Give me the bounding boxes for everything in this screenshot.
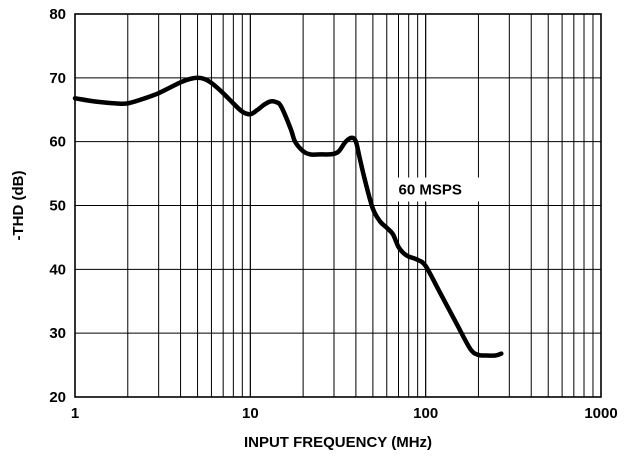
x-tick-label: 1	[71, 405, 79, 422]
x-tick-label: 10	[242, 405, 259, 422]
annotation-backdrop	[394, 177, 489, 202]
series-line-0	[72, 75, 504, 358]
y-tick-label: 30	[49, 325, 66, 342]
data-marks	[72, 75, 504, 358]
grid	[75, 14, 601, 397]
y-tick-label: 80	[49, 6, 66, 23]
series-annotation: 60 MSPS	[399, 182, 462, 199]
x-tick-label: 1000	[584, 405, 617, 422]
x-tick-label: 100	[413, 405, 438, 422]
y-tick-label: 60	[49, 134, 66, 151]
x-axis-title: INPUT FREQUENCY (MHz)	[244, 434, 432, 451]
y-tick-labels: 20 30 40 50 60 70 80	[49, 6, 66, 406]
y-tick-label: 40	[49, 261, 66, 278]
annotations: 60 MSPS	[394, 177, 489, 202]
plot-border	[74, 13, 602, 398]
x-tick-labels: 1 10 100 1000	[71, 405, 618, 422]
y-tick-label: 20	[49, 389, 66, 406]
y-tick-label: 70	[49, 70, 66, 87]
y-axis-title: -THD (dB)	[10, 171, 27, 241]
y-tick-label: 50	[49, 198, 66, 215]
